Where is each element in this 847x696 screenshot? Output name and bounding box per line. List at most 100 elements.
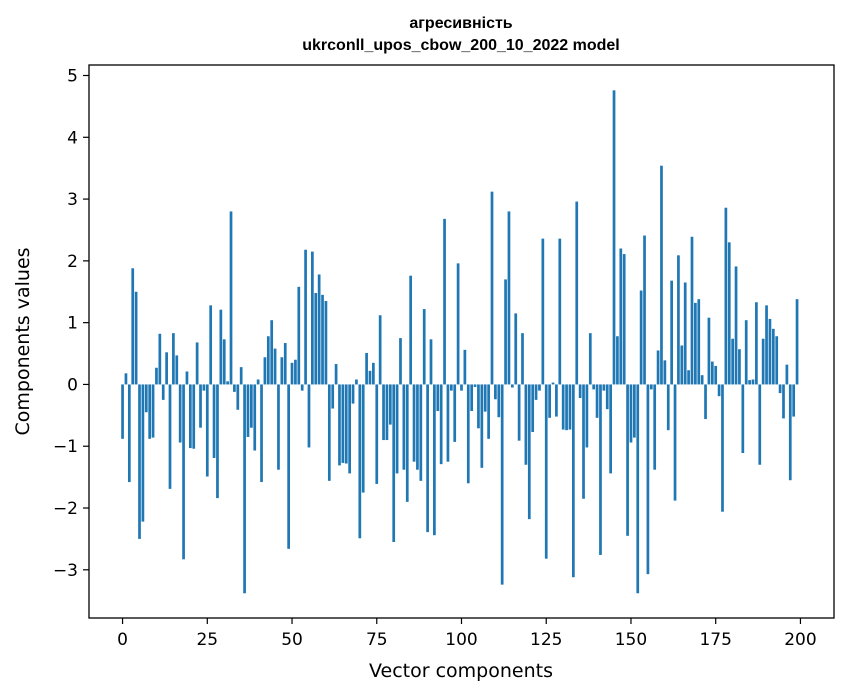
bar-191 bbox=[768, 318, 772, 385]
bar-5 bbox=[138, 384, 141, 539]
bar-6 bbox=[141, 384, 145, 522]
bar-58 bbox=[317, 274, 321, 385]
bar-28 bbox=[216, 384, 219, 499]
bar-62 bbox=[331, 384, 335, 409]
bar-75 bbox=[375, 384, 379, 484]
bar-196 bbox=[785, 364, 789, 385]
bar-104 bbox=[473, 384, 477, 387]
bar-47 bbox=[280, 357, 284, 385]
bar-130 bbox=[561, 384, 565, 430]
bar-26 bbox=[209, 305, 213, 385]
bar-57 bbox=[314, 293, 318, 385]
bar-101 bbox=[463, 349, 467, 385]
bar-107 bbox=[483, 384, 487, 412]
bar-90 bbox=[426, 384, 429, 533]
bar-121 bbox=[531, 384, 535, 433]
bar-178 bbox=[724, 207, 728, 385]
bar-73 bbox=[368, 370, 372, 385]
bar-126 bbox=[548, 384, 551, 418]
bar-177 bbox=[721, 384, 724, 512]
y-axis-ticks: −3 −2 −1 0 1 2 3 4 5 bbox=[53, 67, 89, 581]
bar-43 bbox=[266, 336, 270, 385]
bar-95 bbox=[443, 218, 446, 385]
bar-42 bbox=[263, 357, 267, 385]
bar-184 bbox=[744, 320, 748, 385]
bar-98 bbox=[453, 384, 457, 442]
bar-8 bbox=[148, 384, 152, 439]
bar-66 bbox=[344, 384, 348, 464]
bar-189 bbox=[761, 338, 765, 385]
bar-40 bbox=[256, 379, 260, 385]
bar-81 bbox=[395, 384, 399, 474]
bar-1 bbox=[124, 373, 128, 385]
y-tick-label: −1 bbox=[53, 437, 78, 457]
bar-111 bbox=[497, 384, 501, 418]
bar-54 bbox=[304, 249, 307, 385]
bar-174 bbox=[710, 361, 714, 385]
bar-185 bbox=[748, 380, 751, 385]
bar-12 bbox=[161, 384, 165, 400]
bar-19 bbox=[185, 371, 189, 385]
bar-159 bbox=[660, 165, 663, 385]
bar-63 bbox=[334, 364, 338, 385]
x-tick-label: 125 bbox=[530, 630, 562, 650]
bar-167 bbox=[687, 370, 690, 385]
bar-88 bbox=[419, 384, 423, 481]
bar-197 bbox=[788, 384, 792, 481]
bar-80 bbox=[392, 384, 396, 542]
bar-131 bbox=[565, 384, 568, 431]
bar-60 bbox=[324, 301, 328, 385]
bar-122 bbox=[534, 384, 538, 400]
bar-24 bbox=[202, 384, 206, 391]
bar-148 bbox=[622, 254, 626, 385]
y-tick-label: 3 bbox=[67, 190, 78, 210]
y-tick-label: 5 bbox=[67, 67, 78, 87]
bar-194 bbox=[778, 384, 782, 394]
x-tick-label: 100 bbox=[445, 630, 477, 650]
bar-52 bbox=[297, 286, 301, 385]
bar-55 bbox=[307, 384, 311, 448]
bar-39 bbox=[253, 384, 257, 451]
bar-171 bbox=[700, 375, 704, 385]
x-tick-label: 200 bbox=[784, 630, 816, 650]
bar-175 bbox=[714, 365, 718, 385]
bar-32 bbox=[229, 211, 233, 385]
bar-48 bbox=[283, 343, 287, 385]
bar-128 bbox=[555, 384, 558, 417]
x-tick-label: 75 bbox=[366, 630, 388, 650]
bar-86 bbox=[412, 384, 416, 462]
bar-11 bbox=[158, 333, 162, 385]
bar-158 bbox=[656, 350, 660, 385]
x-tick-label: 0 bbox=[117, 630, 128, 650]
bar-153 bbox=[639, 290, 643, 385]
bar-199 bbox=[795, 299, 799, 385]
bar-44 bbox=[270, 320, 274, 385]
bar-89 bbox=[422, 309, 426, 385]
bar-145 bbox=[612, 90, 616, 385]
bar-105 bbox=[477, 384, 480, 429]
bar-61 bbox=[327, 384, 331, 481]
bar-198 bbox=[792, 384, 796, 417]
x-tick-label: 25 bbox=[196, 630, 218, 650]
bar-51 bbox=[294, 359, 297, 385]
bar-169 bbox=[694, 302, 697, 385]
y-tick-label: 0 bbox=[67, 375, 78, 395]
bar-188 bbox=[758, 384, 762, 465]
bar-152 bbox=[636, 384, 640, 594]
bar-106 bbox=[480, 384, 484, 468]
bar-34 bbox=[236, 384, 240, 410]
bar-114 bbox=[507, 211, 511, 385]
bar-116 bbox=[514, 313, 518, 385]
bar-134 bbox=[575, 201, 579, 385]
bar-102 bbox=[466, 384, 470, 484]
bar-37 bbox=[246, 384, 250, 437]
bar-117 bbox=[517, 384, 521, 441]
bar-97 bbox=[449, 384, 453, 391]
bar-151 bbox=[633, 384, 636, 438]
bar-94 bbox=[439, 384, 443, 465]
bar-38 bbox=[250, 384, 253, 428]
bar-67 bbox=[348, 384, 351, 474]
bar-74 bbox=[372, 362, 375, 385]
bar-64 bbox=[338, 384, 341, 466]
bar-31 bbox=[226, 381, 229, 385]
